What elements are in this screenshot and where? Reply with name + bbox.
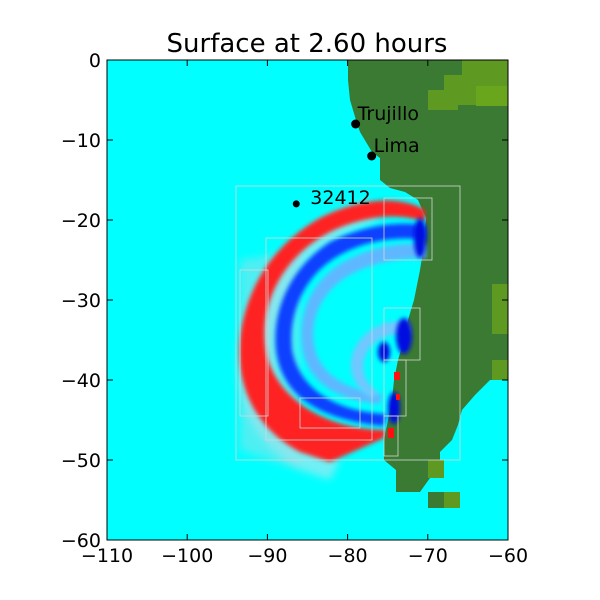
coastal-crest [388, 372, 400, 438]
y-tick-label-1: −10 [61, 130, 101, 152]
inner-band [301, 243, 426, 404]
location-label-2: 32412 [310, 187, 370, 209]
tierra-del-fuego [428, 492, 446, 508]
x-tick-label-3: −80 [328, 545, 368, 567]
y-tick-label-5: −50 [61, 450, 101, 472]
x-tick-label-2: −90 [247, 545, 287, 567]
axis-tick-labels: −110 −100 −90 −80 −70 −60 0 −10 −20 −30 −40 −50 −60 [61, 50, 528, 567]
coastal-trough [378, 218, 426, 424]
y-tick-label-3: −30 [61, 290, 101, 312]
leading-crest [239, 200, 425, 462]
location-point-1 [367, 151, 377, 161]
highlands [428, 60, 508, 478]
location-label-1: Lima [374, 135, 420, 157]
y-tick-label-0: 0 [89, 50, 101, 72]
highland-patch [444, 492, 460, 508]
location-point-2 [292, 200, 300, 208]
y-tick-label-2: −20 [61, 210, 101, 232]
chart-title: Surface at 2.60 hours [167, 29, 448, 59]
inner-crest [350, 321, 410, 398]
x-tick-label-1: −100 [161, 545, 213, 567]
location-point-0 [351, 119, 361, 129]
axis-ticks [106, 59, 509, 541]
location-label-0: Trujillo [357, 103, 419, 125]
y-tick-label-4: −40 [61, 370, 101, 392]
land-mass [348, 60, 508, 492]
y-tick-label-6: −60 [61, 530, 101, 552]
location-markers: Trujillo Lima 32412 [292, 103, 420, 209]
x-tick-label-4: −70 [408, 545, 448, 567]
x-tick-label-5: −60 [488, 545, 528, 567]
x-tick-label-0: −110 [81, 545, 133, 567]
refinement-boxes [235, 185, 461, 461]
trailing-trough [275, 223, 426, 426]
